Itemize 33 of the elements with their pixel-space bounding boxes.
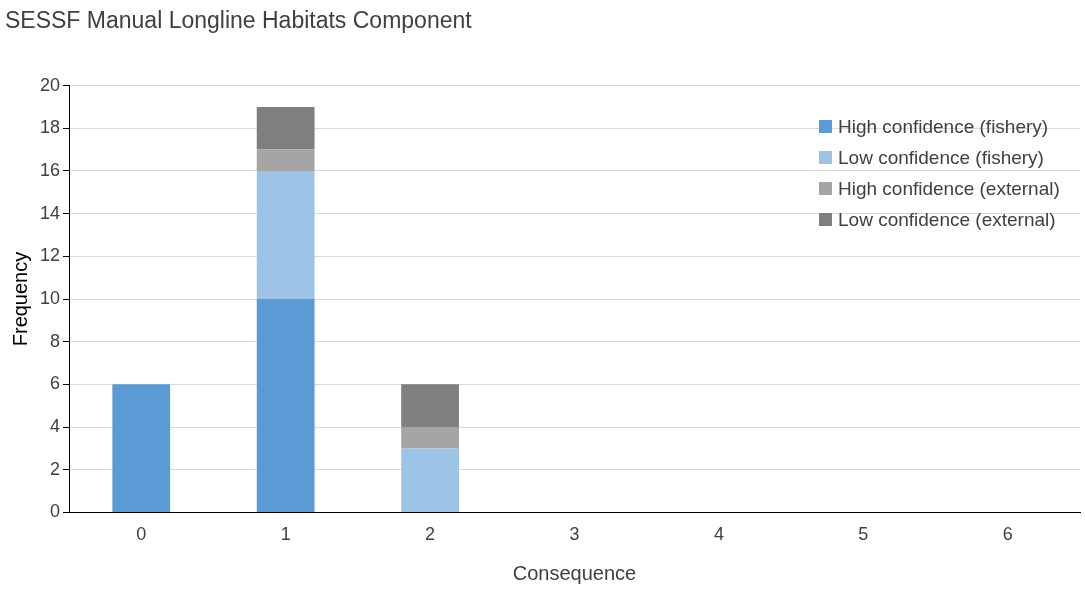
bar <box>401 384 459 428</box>
y-tick-label: 14 <box>39 202 61 223</box>
legend-label: High confidence (external) <box>838 177 1060 200</box>
y-tick-label: 6 <box>50 373 61 394</box>
y-tick-label: 16 <box>39 159 61 180</box>
x-tick-label: 2 <box>425 524 436 545</box>
y-tick-label: 4 <box>50 416 61 437</box>
bar <box>256 170 315 299</box>
y-tick-label: 12 <box>39 245 61 266</box>
legend-label: High confidence (fishery) <box>838 115 1049 138</box>
bar <box>256 299 315 512</box>
y-tick-label: 20 <box>39 74 61 95</box>
x-axis-title: Consequence <box>512 561 637 584</box>
bar <box>256 106 315 150</box>
x-tick-label: 3 <box>569 524 580 545</box>
y-tick-label: 0 <box>50 501 61 522</box>
bar <box>401 427 459 449</box>
chart-title: SESSF Manual Longline Habitats Component <box>5 7 473 34</box>
y-tick-label: 2 <box>50 458 61 479</box>
bar <box>112 384 171 512</box>
x-tick-label: 0 <box>136 524 147 545</box>
y-tick-label: 18 <box>39 117 61 138</box>
x-tick-label: 1 <box>280 524 291 545</box>
legend-label: Low confidence (external) <box>838 208 1056 231</box>
x-tick-label: 5 <box>858 524 869 545</box>
bar <box>401 448 459 512</box>
x-tick-label: 4 <box>713 524 724 545</box>
legend-label: Low confidence (fishery) <box>838 146 1044 169</box>
y-axis-title: Frequency <box>8 251 31 347</box>
y-tick-label: 10 <box>39 287 61 308</box>
bar <box>256 149 315 171</box>
x-tick-label: 6 <box>1002 524 1013 545</box>
y-tick-label: 8 <box>50 330 61 351</box>
